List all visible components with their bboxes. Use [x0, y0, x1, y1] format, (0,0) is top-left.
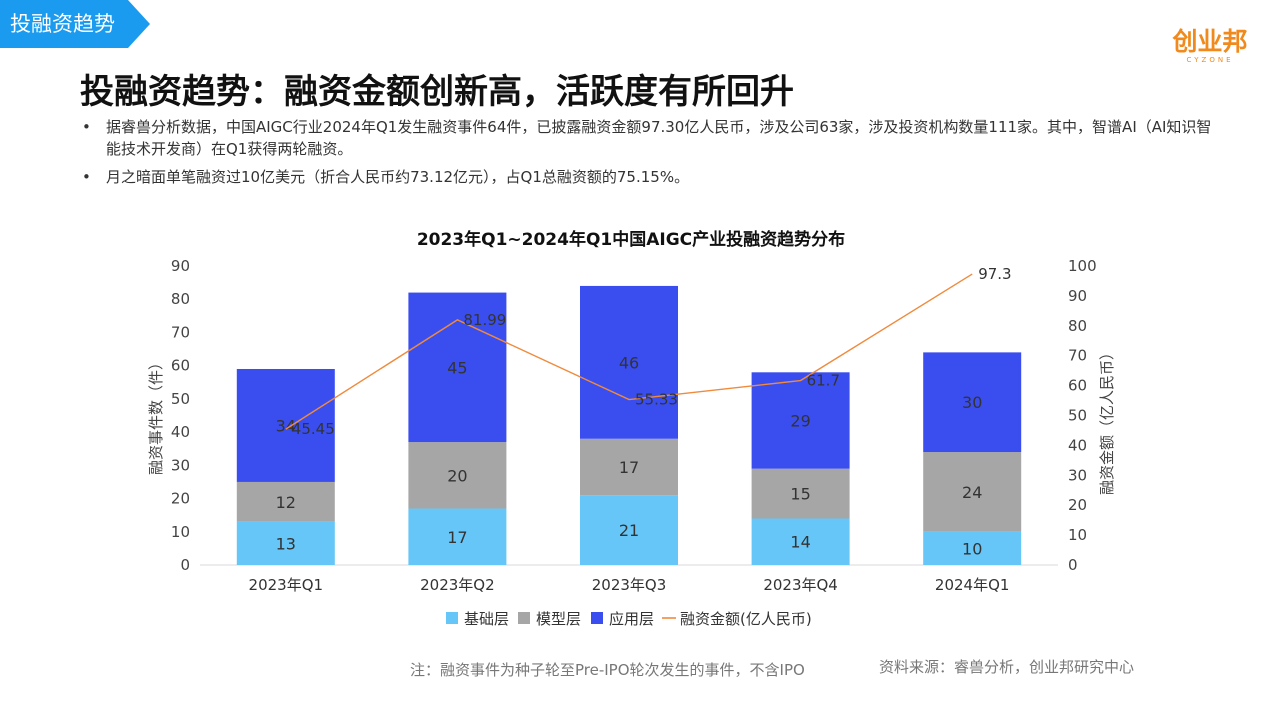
- summary-bullets: • 据睿兽分析数据，中国AIGC行业2024年Q1发生融资事件64件，已披露融资…: [82, 116, 1212, 194]
- bar-data-label: 13: [276, 534, 296, 553]
- line-data-label: 55.33: [635, 391, 678, 409]
- bar-data-label: 15: [790, 485, 810, 504]
- y-tick-label: 10: [171, 523, 190, 541]
- y-tick-label: 40: [171, 423, 190, 441]
- bullet-marker: •: [82, 168, 91, 186]
- bullet-item: • 据睿兽分析数据，中国AIGC行业2024年Q1发生融资事件64件，已披露融资…: [82, 116, 1212, 160]
- line-data-label: 97.3: [978, 265, 1011, 283]
- legend-swatch: [446, 612, 458, 624]
- bar-segment-basic: [408, 508, 507, 565]
- bar-segment-application: [580, 285, 678, 439]
- legend-label: 基础层: [464, 610, 509, 628]
- bar-segment-model: [751, 468, 850, 519]
- chart-title: 2023年Q1~2024年Q1中国AIGC产业投融资趋势分布: [417, 229, 845, 250]
- bar-segment-application: [923, 352, 1022, 453]
- y-tick-label: 60: [171, 357, 190, 375]
- bar-segment-application: [408, 292, 507, 443]
- amount-line: [285, 273, 973, 430]
- bar-data-label: 17: [619, 458, 639, 477]
- y-tick-label: 90: [171, 257, 190, 275]
- y-tick-label: 30: [171, 456, 190, 474]
- bar-data-label: 21: [619, 521, 639, 540]
- bar-segment-model: [236, 481, 335, 522]
- bar-segment-model: [923, 452, 1022, 532]
- legend-label: 融资金额(亿人民币): [680, 610, 812, 628]
- y2-tick-label: 80: [1068, 317, 1087, 335]
- bullet-item: • 月之暗面单笔融资过10亿美元（折合人民币约73.12亿元），占Q1总融资额的…: [82, 166, 1212, 188]
- bar-data-label: 20: [447, 466, 467, 485]
- y2-tick-label: 0: [1068, 556, 1078, 574]
- y2-axis-title: 融资金额（亿人民币）: [1098, 345, 1116, 495]
- bar-data-label: 17: [447, 528, 467, 547]
- page-title: 投融资趋势：融资金额创新高，活跃度有所回升: [80, 72, 794, 112]
- bar-segment-basic: [236, 521, 335, 565]
- bar-data-label: 12: [276, 493, 296, 512]
- bar-data-label: 29: [790, 411, 810, 430]
- bar-segment-basic: [751, 518, 850, 565]
- bar-data-label: 10: [962, 539, 982, 558]
- x-tick-label: 2023年Q4: [763, 576, 838, 594]
- y-tick-label: 80: [171, 290, 190, 308]
- y-tick-label: 20: [171, 490, 190, 508]
- bullet-marker: •: [82, 118, 91, 136]
- bar-data-label: 46: [619, 353, 639, 372]
- logo-main-text: 创业邦: [1172, 27, 1248, 56]
- bar-segment-basic: [923, 531, 1022, 565]
- line-data-label: 61.7: [807, 372, 840, 390]
- bar-segment-basic: [580, 495, 678, 565]
- bar-segment-model: [580, 438, 678, 496]
- legend-swatch: [518, 612, 530, 624]
- x-tick-label: 2024年Q1: [935, 576, 1010, 594]
- y2-tick-label: 100: [1068, 257, 1097, 275]
- legend-swatch: [591, 612, 603, 624]
- x-tick-label: 2023年Q2: [420, 576, 495, 594]
- legend-label: 应用层: [609, 610, 654, 628]
- bullet-text: 月之暗面单笔融资过10亿美元（折合人民币约73.12亿元），占Q1总融资额的75…: [106, 168, 690, 186]
- y2-tick-label: 90: [1068, 287, 1087, 305]
- bar-data-label: 45: [447, 358, 467, 377]
- bar-segment-application: [236, 368, 335, 482]
- y2-tick-label: 30: [1068, 466, 1087, 484]
- y2-tick-label: 50: [1068, 407, 1087, 425]
- footnote: 注：融资事件为种子轮至Pre-IPO轮次发生的事件，不含IPO: [410, 661, 805, 679]
- bar-segment-model: [408, 442, 507, 509]
- y-tick-label: 70: [171, 323, 190, 341]
- y2-tick-label: 40: [1068, 436, 1087, 454]
- y2-tick-label: 70: [1068, 347, 1087, 365]
- x-tick-label: 2023年Q1: [249, 576, 324, 594]
- y-tick-label: 50: [171, 390, 190, 408]
- cyzone-logo: 创业邦 CYZONE: [1170, 27, 1250, 65]
- bar-data-label: 30: [962, 393, 982, 412]
- y-axis-title: 融资事件数（件）: [147, 355, 165, 475]
- bar-segment-application: [751, 372, 850, 469]
- section-tab: 投融资趋势: [0, 0, 150, 48]
- bullet-text: 据睿兽分析数据，中国AIGC行业2024年Q1发生融资事件64件，已披露融资金额…: [106, 118, 1212, 158]
- y2-tick-label: 20: [1068, 496, 1087, 514]
- x-tick-label: 2023年Q3: [592, 576, 667, 594]
- bar-data-label: 24: [962, 483, 982, 502]
- bar-data-label: 14: [790, 533, 810, 552]
- bar-data-label: 34: [276, 416, 296, 435]
- source-note: 资料来源：睿兽分析，创业邦研究中心: [879, 658, 1135, 676]
- legend-label: 模型层: [536, 610, 581, 628]
- line-data-label: 45.45: [292, 420, 335, 438]
- line-data-label: 81.99: [463, 311, 506, 329]
- y2-tick-label: 60: [1068, 377, 1087, 395]
- y2-tick-label: 10: [1068, 526, 1087, 544]
- y-tick-label: 0: [180, 556, 190, 574]
- logo-sub-text: CYZONE: [1186, 56, 1234, 64]
